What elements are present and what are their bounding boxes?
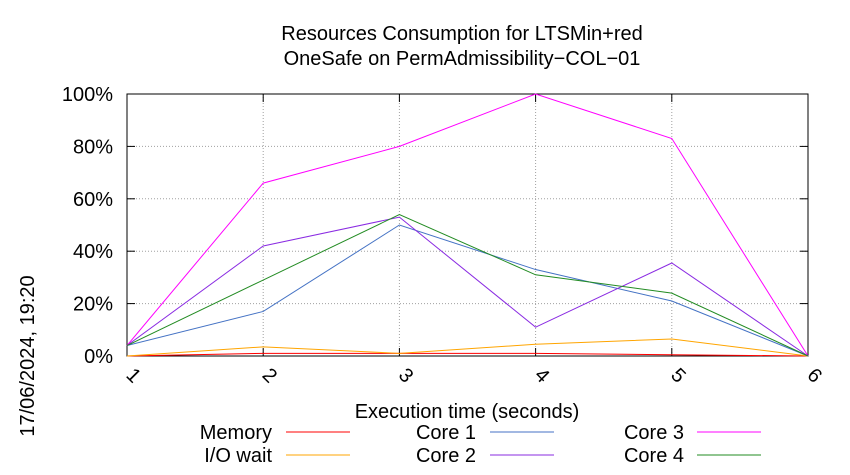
series-line-core-2 [126,216,809,357]
x-axis-ticks: 1 2 3 4 5 6 [122,94,826,387]
series-line-core-4 [126,213,809,357]
series-line-core-1 [126,224,809,357]
x-tick-label: 2 [258,364,281,387]
chart-title-line-2: OneSafe on PermAdmissibility−COL−01 [284,48,641,70]
y-tick-label: 60% [73,189,113,211]
x-tick-label: 3 [394,364,417,387]
timestamp-label: 17/06/2024, 19:20 [17,275,39,436]
legend-label-core-2: Core 2 [416,445,476,467]
y-tick-label: 80% [73,136,113,158]
x-tick-label: 1 [122,364,145,387]
legend-label-core-3: Core 3 [624,422,684,444]
plot-frame [126,93,809,357]
legend-label-core-1: Core 1 [416,422,476,444]
y-tick-label: 100% [62,84,113,106]
x-tick-label: 4 [530,364,553,387]
series-line-core-3 [126,93,809,357]
series-line-memory [126,352,809,357]
chart-title-line-1: Resources Consumption for LTSMin+red [281,23,642,45]
series-line-i-o-wait [126,338,809,357]
chart-title: Resources Consumption for LTSMin+red One… [281,23,642,70]
x-axis-label: Execution time (seconds) [355,401,580,423]
x-tick-label: 5 [666,364,689,387]
legend-label-core-4: Core 4 [624,445,684,467]
grid [127,94,808,356]
y-tick-label: 0% [84,346,113,368]
legend-label-memory: Memory [200,422,272,444]
y-axis-ticks: 0% 20% 40% 60% 80% 100% [62,84,808,368]
y-tick-label: 40% [73,241,113,263]
y-tick-label: 20% [73,294,113,316]
legend-label-i-o-wait: I/O wait [204,445,272,467]
plot-border [126,93,809,357]
x-tick-label: 6 [803,364,826,387]
series-lines [126,93,809,357]
